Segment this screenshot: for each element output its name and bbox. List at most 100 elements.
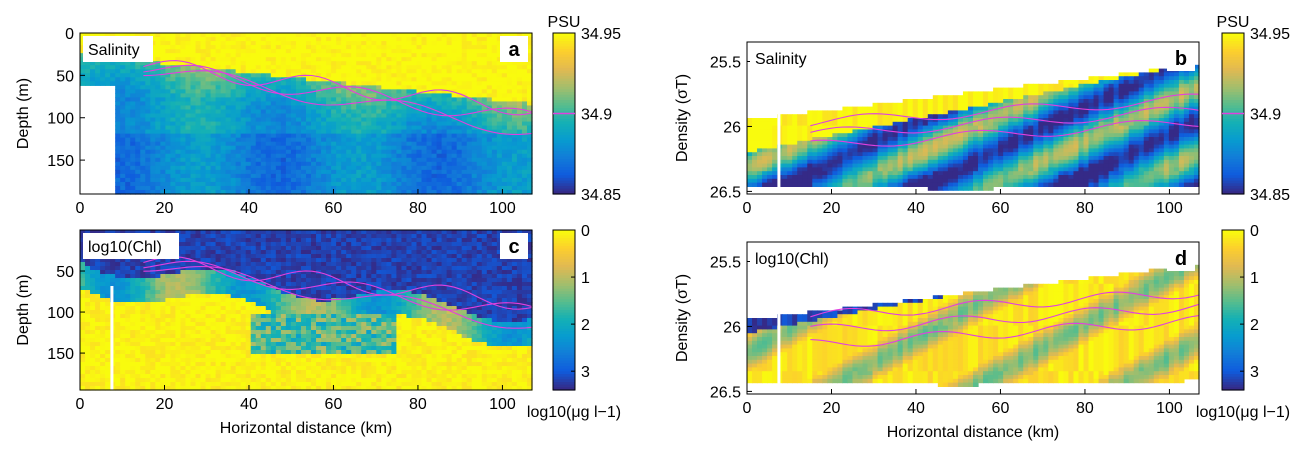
heatmap-cell bbox=[366, 85, 372, 90]
heatmap-cell bbox=[486, 77, 493, 82]
heatmap-cell bbox=[326, 133, 332, 139]
heatmap-cell bbox=[235, 45, 242, 50]
heatmap-cell bbox=[265, 169, 272, 175]
colorbar-swatch bbox=[553, 172, 575, 176]
heatmap-cell bbox=[155, 169, 161, 175]
heatmap-cell bbox=[802, 121, 808, 127]
heatmap-cell bbox=[160, 145, 166, 151]
heatmap-cell bbox=[120, 69, 126, 74]
heatmap-cell bbox=[496, 93, 503, 99]
heatmap-cell bbox=[396, 133, 403, 139]
heatmap-cell bbox=[1018, 178, 1024, 184]
heatmap-cell bbox=[145, 145, 151, 151]
heatmap-cell bbox=[446, 41, 453, 46]
heatmap-cell bbox=[341, 101, 347, 107]
heatmap-cell bbox=[190, 161, 197, 167]
heatmap-cell bbox=[902, 129, 909, 134]
heatmap-cell bbox=[381, 85, 387, 90]
heatmap-cell bbox=[240, 109, 247, 115]
heatmap-cell bbox=[506, 137, 513, 143]
heatmap-cell bbox=[351, 149, 357, 155]
heatmap-cell bbox=[461, 169, 468, 175]
heatmap-cell bbox=[461, 33, 468, 38]
heatmap-cell bbox=[160, 149, 166, 155]
heatmap-cell bbox=[942, 140, 949, 146]
heatmap-cell bbox=[988, 137, 994, 142]
heatmap-cell bbox=[215, 53, 222, 58]
heatmap-cell bbox=[431, 145, 438, 151]
heatmap-cell bbox=[361, 101, 367, 107]
heatmap-cell bbox=[426, 113, 433, 119]
heatmap-cell bbox=[496, 81, 503, 86]
heatmap-cell bbox=[446, 73, 453, 78]
heatmap-cell bbox=[827, 175, 833, 180]
colorbar-swatch bbox=[553, 41, 575, 45]
heatmap-cell bbox=[837, 171, 844, 176]
heatmap-cell bbox=[165, 105, 171, 111]
heatmap-cell bbox=[1028, 121, 1034, 127]
heatmap-cell bbox=[260, 61, 267, 66]
heatmap-cell bbox=[952, 137, 959, 142]
heatmap-cell bbox=[436, 77, 443, 82]
heatmap-cell bbox=[807, 121, 813, 127]
heatmap-cell bbox=[220, 109, 227, 115]
heatmap-cell bbox=[792, 118, 798, 123]
heatmap-cell bbox=[190, 129, 197, 135]
heatmap-cell bbox=[190, 145, 197, 151]
heatmap-cell bbox=[140, 65, 146, 70]
heatmap-cell bbox=[376, 57, 382, 62]
heatmap-cell bbox=[285, 85, 292, 90]
heatmap-cell bbox=[491, 129, 498, 135]
heatmap-cell bbox=[125, 121, 131, 127]
heatmap-cell bbox=[867, 125, 874, 130]
heatmap-cell bbox=[1003, 175, 1009, 180]
heatmap-cell bbox=[797, 125, 803, 130]
heatmap-cell bbox=[80, 41, 86, 46]
heatmap-cell bbox=[396, 105, 403, 111]
heatmap-cell bbox=[862, 182, 869, 187]
colorbar-swatch bbox=[553, 145, 575, 149]
heatmap-cell bbox=[316, 73, 322, 78]
heatmap-cell bbox=[476, 157, 483, 163]
heatmap-cell bbox=[937, 178, 944, 184]
heatmap-cell bbox=[210, 125, 217, 131]
heatmap-cell bbox=[321, 189, 327, 195]
heatmap-cell bbox=[311, 53, 317, 58]
heatmap-cell bbox=[952, 118, 959, 123]
heatmap-cell bbox=[250, 69, 257, 74]
heatmap-cell bbox=[130, 133, 136, 139]
heatmap-cell bbox=[366, 177, 372, 183]
heatmap-cell bbox=[331, 149, 337, 155]
heatmap-cell bbox=[255, 149, 262, 155]
heatmap-cell bbox=[245, 133, 252, 139]
heatmap-cell bbox=[952, 156, 959, 161]
heatmap-cell bbox=[1038, 95, 1044, 100]
heatmap-cell bbox=[897, 144, 904, 149]
heatmap-cell bbox=[225, 73, 232, 78]
heatmap-cell bbox=[295, 57, 302, 62]
heatmap-cell bbox=[907, 144, 914, 149]
heatmap-cell bbox=[1003, 148, 1009, 153]
heatmap-cell bbox=[852, 121, 859, 127]
heatmap-cell bbox=[481, 89, 488, 94]
heatmap-cell bbox=[290, 145, 297, 151]
heatmap-cell bbox=[245, 185, 252, 191]
heatmap-cell bbox=[506, 153, 513, 159]
heatmap-cell bbox=[922, 167, 929, 172]
heatmap-cell bbox=[381, 125, 387, 131]
heatmap-cell bbox=[175, 121, 182, 127]
heatmap-cell bbox=[336, 113, 342, 119]
heatmap-cell bbox=[491, 45, 498, 50]
heatmap-cell bbox=[381, 65, 387, 70]
heatmap-cell bbox=[922, 133, 929, 138]
heatmap-cell bbox=[210, 153, 217, 159]
heatmap-cell bbox=[998, 156, 1004, 161]
heatmap-cell bbox=[872, 118, 879, 123]
heatmap-cell bbox=[381, 61, 387, 66]
heatmap-cell bbox=[932, 186, 939, 191]
heatmap-cell bbox=[857, 110, 864, 115]
heatmap-cell bbox=[326, 53, 332, 58]
heatmap-cell bbox=[431, 49, 438, 54]
heatmap-cell bbox=[993, 87, 999, 92]
heatmap-cell bbox=[872, 125, 879, 130]
